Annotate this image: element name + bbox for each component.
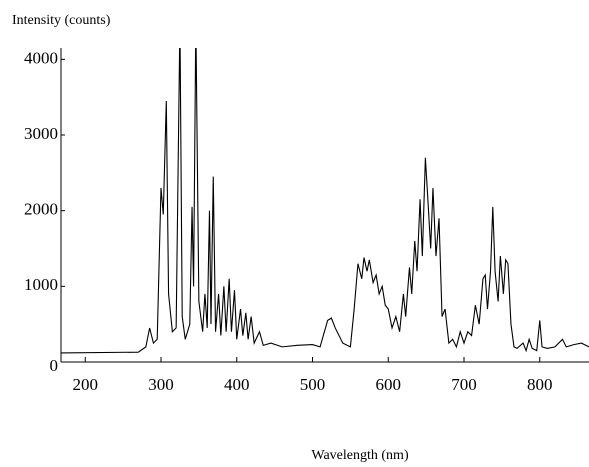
x-tick-label: 400 <box>224 375 250 394</box>
y-tick-label: 0 <box>50 356 59 375</box>
x-tick-label: 700 <box>451 375 477 394</box>
y-axis-label: Intensity (counts) <box>12 13 111 28</box>
x-axis-label: Wavelength (nm) <box>311 448 409 463</box>
y-tick-label: 4000 <box>24 48 58 67</box>
x-tick-label: 200 <box>72 375 98 394</box>
y-tick-label: 1000 <box>24 275 58 294</box>
x-tick-label: 600 <box>376 375 402 394</box>
x-tick-label: 800 <box>527 375 553 394</box>
y-tick-label: 2000 <box>24 200 58 219</box>
x-tick-label: 500 <box>300 375 326 394</box>
y-tick-label: 3000 <box>24 124 58 143</box>
spectrum-line <box>61 48 589 354</box>
x-tick-label: 300 <box>148 375 174 394</box>
